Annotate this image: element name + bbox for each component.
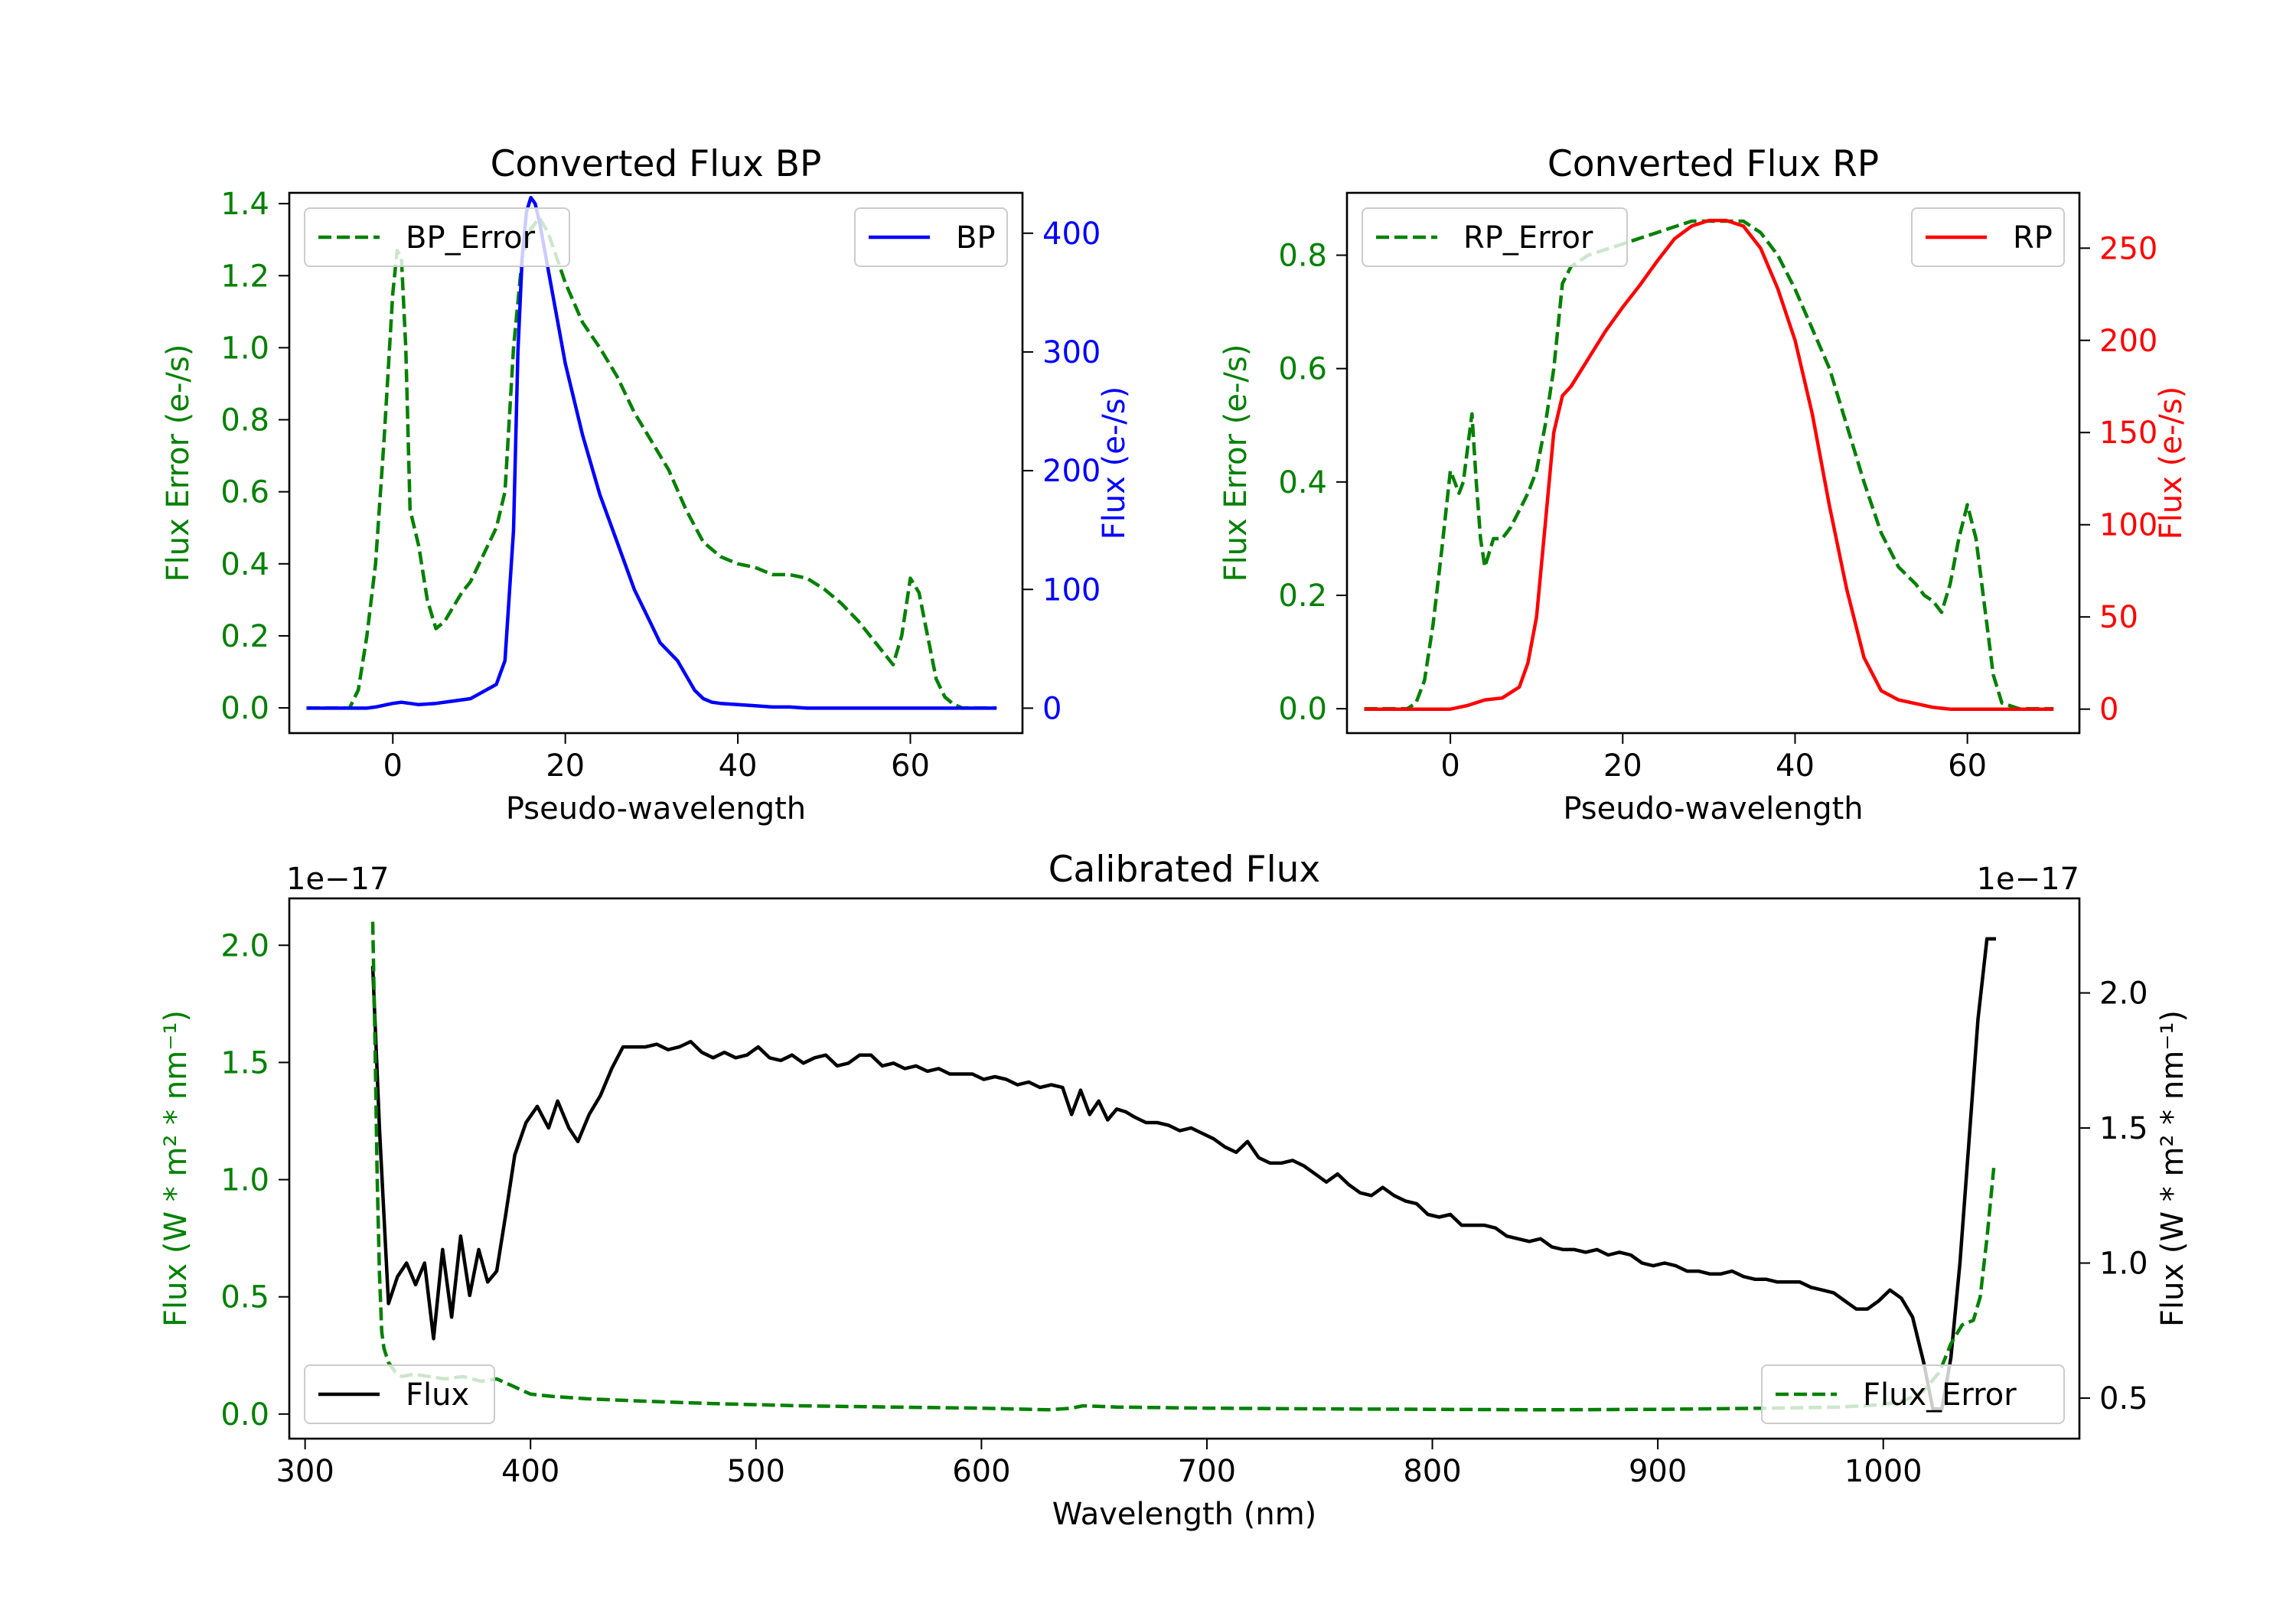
right-y-axis-label: Flux (e-/s) xyxy=(1097,386,1132,539)
x-axis-label: Wavelength (nm) xyxy=(1052,1497,1317,1532)
legend-label: Flux xyxy=(406,1377,469,1413)
x-tick-label: 40 xyxy=(719,748,758,784)
right-y-tick-label: 0 xyxy=(2099,693,2118,728)
series-line-bp-error xyxy=(306,216,997,710)
left-axis-offset-text: 1e−17 xyxy=(286,862,389,897)
right-y-tick-label: 2.0 xyxy=(2099,976,2148,1012)
left-y-tick-label: 0.8 xyxy=(220,403,269,438)
left-y-tick-label: 0.6 xyxy=(1278,352,1327,387)
x-tick-label: 500 xyxy=(727,1454,785,1489)
left-y-tick-label: 0.4 xyxy=(220,547,269,582)
left-y-tick-label: 0.2 xyxy=(220,619,269,654)
plot-frame xyxy=(1345,191,2081,735)
plot-frame xyxy=(288,191,1024,735)
x-tick-label: 20 xyxy=(1603,748,1642,784)
series-line-bp xyxy=(306,195,997,710)
x-tick-label: 800 xyxy=(1403,1454,1461,1489)
chart-rp: 0 20 40 60 0.0 0.2 0.4 0.6 0.8 0 50 100 150 200 250 Con… xyxy=(1218,143,2189,826)
right-y-tick-label: 250 xyxy=(2099,231,2157,266)
right-y-tick-label: 100 xyxy=(2099,508,2157,543)
left-y-tick-label: 1.0 xyxy=(220,1163,269,1198)
right-y-tick-label: 1.5 xyxy=(2099,1111,2148,1146)
left-y-tick-label: 2.0 xyxy=(220,928,269,963)
x-axis-label: Pseudo-wavelength xyxy=(1563,791,1863,826)
legend-box xyxy=(1362,207,1628,267)
left-y-axis-label: Flux Error (e-/s) xyxy=(1218,344,1254,582)
chart-title: Converted Flux RP xyxy=(1548,143,1879,185)
x-tick-label: 40 xyxy=(1776,748,1815,784)
right-y-axis-label: Flux (W * m² * nm⁻¹) xyxy=(2155,1010,2190,1327)
legend-box xyxy=(1761,1364,2065,1424)
legend-label: BP xyxy=(956,220,996,256)
legend-rp-error: RP_Error xyxy=(1362,207,1628,267)
right-y-tick-label: 0 xyxy=(1042,691,1062,726)
x-tick-label: 0 xyxy=(1440,748,1459,784)
series-line-rp-error xyxy=(1364,219,2054,711)
left-y-tick-label: 1.2 xyxy=(220,259,269,294)
right-y-axis-label: Flux (e-/s) xyxy=(2154,386,2189,539)
legend-label: BP_Error xyxy=(406,220,536,256)
x-tick-label: 300 xyxy=(276,1454,334,1489)
x-tick-label: 600 xyxy=(952,1454,1010,1489)
plot-frame xyxy=(288,897,2081,1440)
x-tick-label: 700 xyxy=(1178,1454,1236,1489)
series-line-rp xyxy=(1364,218,2054,711)
x-tick-label: 60 xyxy=(891,748,930,784)
legend-box xyxy=(854,207,1008,267)
right-axis-offset-text: 1e−17 xyxy=(1977,862,2079,897)
x-tick-label: 60 xyxy=(1948,748,1987,784)
series-line-flux xyxy=(370,937,1996,1411)
left-y-tick-label: 0.4 xyxy=(1278,465,1327,500)
legend-rp: RP xyxy=(1911,207,2065,267)
x-tick-label: 400 xyxy=(501,1454,559,1489)
right-y-tick-label: 200 xyxy=(2099,324,2157,359)
right-y-tick-label: 1.0 xyxy=(2099,1247,2148,1282)
right-y-tick-label: 400 xyxy=(1042,217,1101,252)
legend-box xyxy=(304,1364,495,1424)
left-y-tick-label: 0.0 xyxy=(220,1397,269,1433)
x-tick-label: 900 xyxy=(1629,1454,1687,1489)
chart-calibrated: 300 400 500 600 700 800 900 1000 0.0 0.5 1.0 1.5 2.0… xyxy=(158,849,2190,1532)
left-y-tick-label: 0.6 xyxy=(220,475,269,510)
chart-title: Converted Flux BP xyxy=(491,143,822,185)
left-y-tick-label: 1.0 xyxy=(220,331,269,366)
right-y-tick-label: 300 xyxy=(1042,335,1101,370)
right-y-tick-label: 0.5 xyxy=(2099,1381,2148,1416)
legend-flux-error: Flux_Error xyxy=(1761,1364,2065,1424)
legend-bp-error: BP_Error xyxy=(304,207,570,267)
right-y-tick-label: 150 xyxy=(2099,416,2157,451)
left-y-tick-label: 0.5 xyxy=(220,1280,269,1315)
chart-bp: 0 20 40 60 0.0 0.2 0.4 0.6 0.8 1.0 1.2 1.4 0 100 200 30… xyxy=(161,143,1132,826)
right-y-tick-label: 100 xyxy=(1042,572,1101,608)
x-tick-label: 1000 xyxy=(1844,1454,1923,1489)
left-y-tick-label: 1.5 xyxy=(220,1045,269,1081)
left-y-tick-label: 1.4 xyxy=(220,187,269,222)
legend-label: RP_Error xyxy=(1463,220,1593,256)
legend-bp: BP xyxy=(854,207,1008,267)
legend-label: Flux_Error xyxy=(1863,1377,2017,1413)
right-y-tick-label: 50 xyxy=(2099,600,2138,635)
left-y-tick-label: 0.0 xyxy=(1278,692,1327,727)
legend-box xyxy=(1911,207,2065,267)
legend-label: RP xyxy=(2013,220,2053,256)
left-y-tick-label: 0.0 xyxy=(220,691,269,726)
x-tick-label: 0 xyxy=(383,748,403,784)
left-y-axis-label: Flux (W * m² * nm⁻¹) xyxy=(158,1010,194,1327)
left-y-tick-label: 0.8 xyxy=(1278,238,1327,273)
left-y-axis-label: Flux Error (e-/s) xyxy=(161,344,196,582)
chart-title: Calibrated Flux xyxy=(1049,849,1321,891)
x-tick-label: 20 xyxy=(546,748,585,784)
x-axis-label: Pseudo-wavelength xyxy=(506,791,806,826)
left-y-tick-label: 0.2 xyxy=(1278,579,1327,614)
legend-flux: Flux xyxy=(304,1364,495,1424)
series-line-flux-error xyxy=(370,921,1996,1412)
right-y-tick-label: 200 xyxy=(1042,454,1101,489)
legend-box xyxy=(304,207,570,267)
